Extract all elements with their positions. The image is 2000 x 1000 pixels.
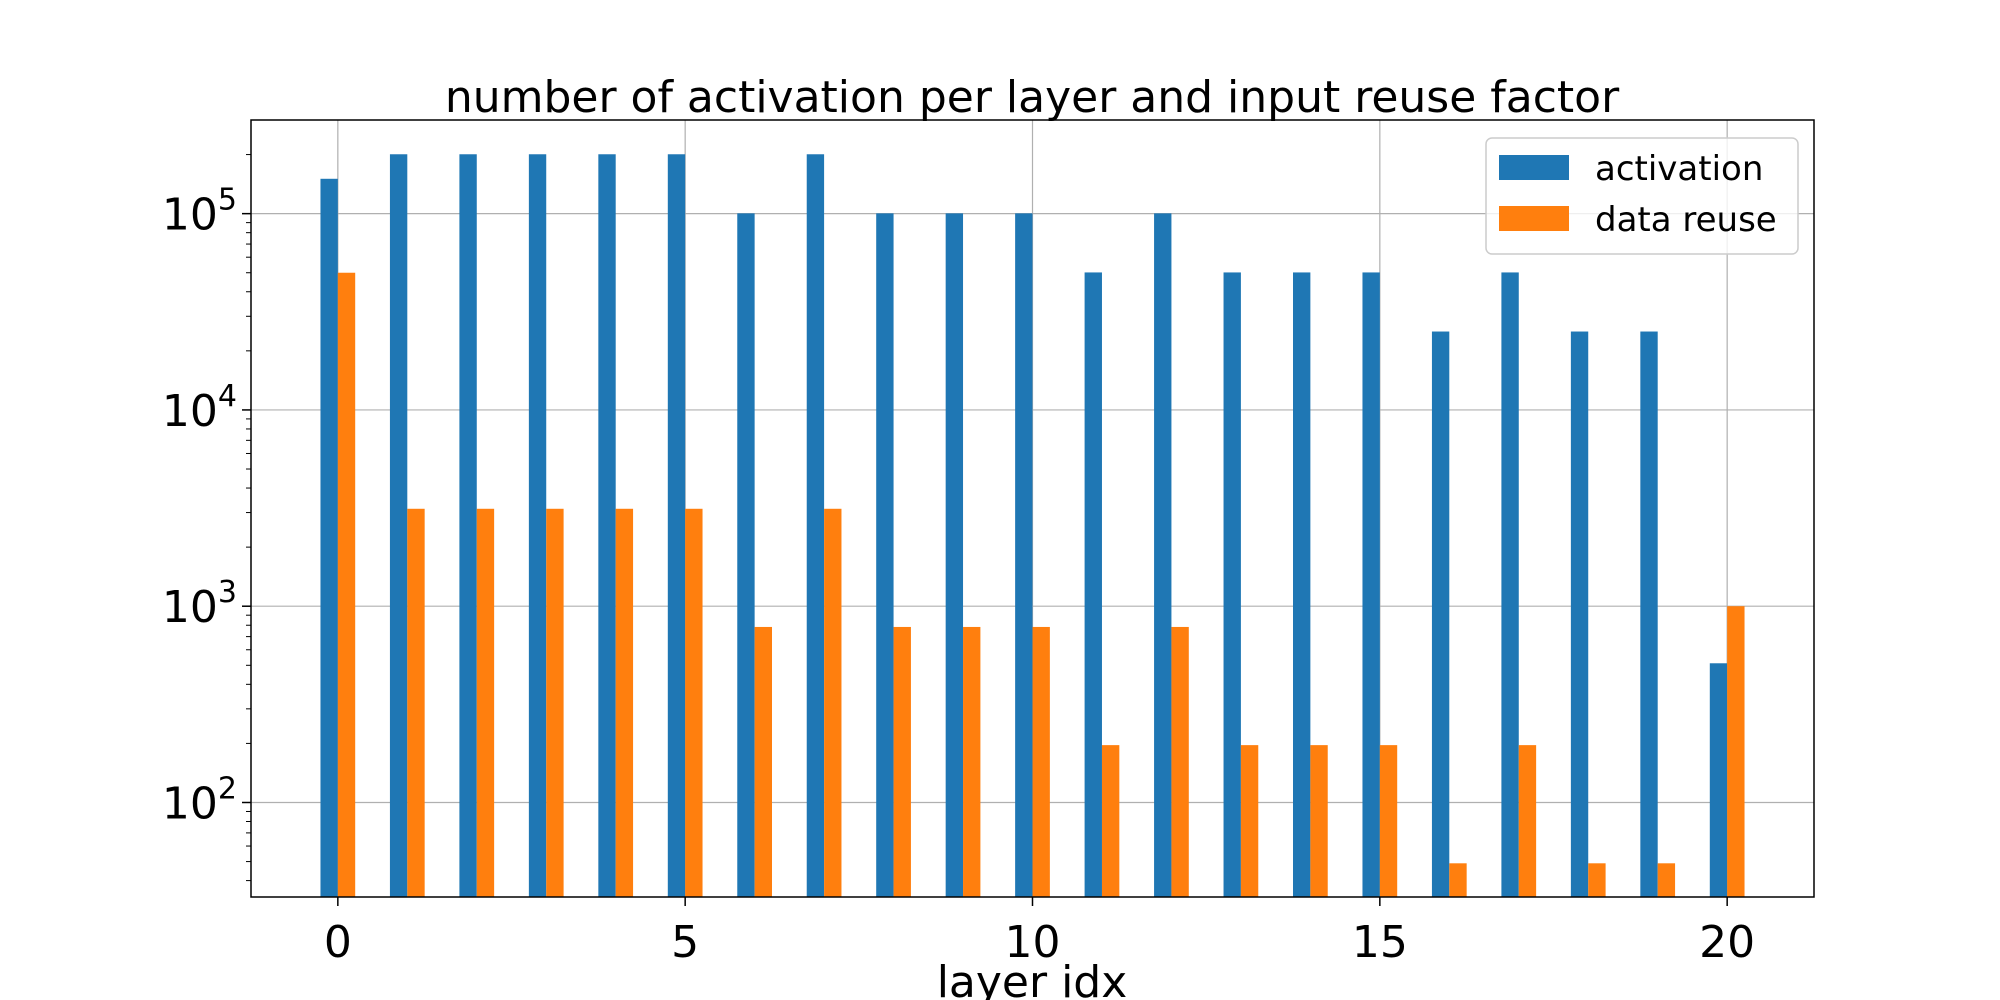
bar-activation <box>737 213 755 898</box>
bar-data-reuse <box>1449 863 1467 897</box>
bar-data-reuse <box>407 508 425 897</box>
legend-label-activation: activation <box>1595 149 1763 189</box>
y-tick-label: 102 <box>162 771 237 829</box>
bar-data-reuse <box>1032 626 1050 897</box>
bar-activation <box>1570 331 1589 897</box>
bar-data-reuse <box>476 508 495 897</box>
x-tick-label: 15 <box>1352 917 1408 968</box>
y-tick-label: 103 <box>162 575 237 633</box>
chart-title: number of activation per layer and input… <box>445 72 1620 123</box>
bar-activation <box>1362 272 1380 897</box>
bars <box>320 154 1745 898</box>
x-axis: 0 5 10 15 20 <box>324 897 1755 968</box>
bar-activation <box>1154 213 1172 898</box>
bar-activation <box>1431 331 1450 897</box>
bar-data-reuse <box>893 626 911 897</box>
bar-activation <box>389 154 408 898</box>
bar-activation <box>1709 663 1728 897</box>
bar-activation <box>1501 272 1519 897</box>
bar-activation <box>667 154 686 898</box>
x-tick-label: 20 <box>1699 917 1755 968</box>
bar-data-reuse <box>1657 863 1676 897</box>
bar-activation <box>528 154 547 898</box>
legend: activation data reuse <box>1485 137 1799 255</box>
x-tick-label: 10 <box>1005 917 1061 968</box>
legend-swatch-activation <box>1499 155 1569 180</box>
bar-activation <box>1084 272 1102 897</box>
x-axis-label: layer idx <box>937 957 1128 1000</box>
bar-data-reuse <box>1310 745 1328 897</box>
legend-swatch-data-reuse <box>1499 206 1569 231</box>
bar-data-reuse <box>337 272 356 897</box>
bar-data-reuse <box>546 508 564 897</box>
bar-activation <box>1015 213 1033 898</box>
bar-data-reuse <box>824 508 842 897</box>
y-axis: 102 103 104 105 <box>162 154 251 882</box>
bar-activation <box>806 154 825 898</box>
x-tick-label: 0 <box>324 917 352 968</box>
x-tick-label: 5 <box>671 917 699 968</box>
bar-data-reuse <box>1518 745 1537 897</box>
bar-data-reuse <box>1101 745 1120 897</box>
y-tick-label: 105 <box>162 183 237 241</box>
bar-data-reuse <box>685 508 703 897</box>
bar-activation <box>598 154 616 898</box>
bar-activation <box>945 213 964 898</box>
bar-data-reuse <box>615 508 634 897</box>
bar-activation <box>1640 331 1658 897</box>
bar-data-reuse <box>1379 745 1398 897</box>
y-tick-label: 104 <box>162 379 237 437</box>
bar-data-reuse <box>1727 606 1745 897</box>
bar-activation <box>876 213 894 898</box>
bar-activation <box>320 178 338 897</box>
bar-activation <box>1223 272 1241 897</box>
bar-data-reuse <box>963 626 981 897</box>
bar-activation <box>1293 272 1311 897</box>
bar-activation <box>459 154 477 898</box>
legend-label-data-reuse: data reuse <box>1595 200 1777 240</box>
bar-data-reuse <box>1171 626 1189 897</box>
bar-data-reuse <box>1240 745 1259 897</box>
bar-data-reuse <box>1588 863 1606 897</box>
bar-data-reuse <box>754 626 772 897</box>
